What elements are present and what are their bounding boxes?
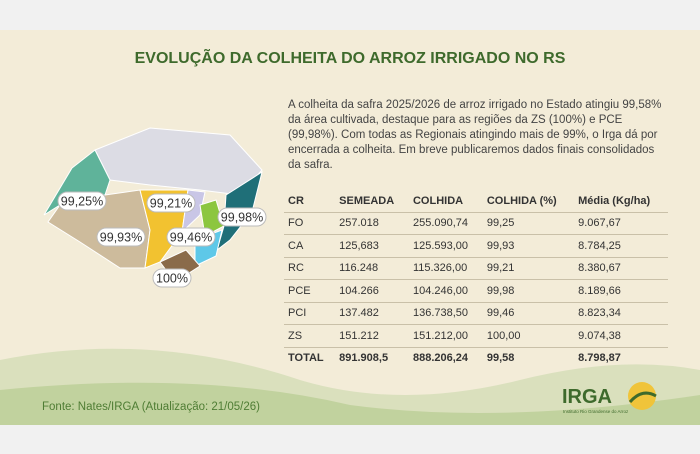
label-pill [217,207,267,227]
header-cell: SEMEADA [335,190,409,213]
cell: 99,58 [486,352,515,365]
cell: 9.074,38 [574,324,668,348]
cell: 8.798,87 [578,352,621,365]
cell: FO [284,212,336,235]
cell: 99,21 [482,257,575,280]
cell: TOTAL [288,352,324,365]
title: EVOLUÇÃO DA COLHEITA DO ARROZ IRRIGADO N… [134,50,566,67]
label-pill [152,268,192,288]
logo-icon [628,382,657,410]
cell: 8.189,66 [574,279,668,303]
cell: 99,98 [482,279,575,303]
cell: CA [284,234,336,258]
row: CA 125,683 125.593,00 99,93 8.784,25 [284,234,668,258]
label-pill [166,227,216,247]
header-cell: Média (Kg/ha) [574,190,668,213]
cell: 99,93 [482,234,575,258]
cell: 255.090,74 [408,212,483,235]
cell: ZS [284,324,336,348]
cell: 8.784,25 [574,234,668,258]
cell: 151.212,00 [408,324,483,348]
label-pill [146,193,196,213]
cell: 99,46 [482,302,575,325]
row: RC 116.248 115.326,00 99,21 8.380,67 [284,257,668,280]
cell: 9.067,67 [574,212,668,235]
cell: 136.738,50 [408,302,483,325]
map-label: 100% [156,272,188,286]
cell: 125.593,00 [408,234,483,258]
table: CR SEMEADA COLHIDA COLHIDA (%) Média (Kg/ha)… [284,190,668,369]
map-label: 99,98% [221,211,263,225]
row: TOTAL 891.908,5 888.206,24 99,58 8.798,87 [284,347,668,369]
cell: 888.206,24 [412,352,469,365]
cell: 8.380,67 [574,257,668,280]
map-label: 99,46% [170,231,212,245]
row: PCE 104.266 104.246,00 99,98 8.189,66 [284,279,668,303]
cell: PCE [284,279,336,303]
cell: 99,25 [482,212,575,235]
label-pill [96,227,146,247]
map-label: 99,21% [150,197,192,211]
header-cell: CR [284,190,336,213]
cell: 104.246,00 [408,279,483,303]
map-label: 99,25% [61,195,103,209]
cell: 8.823,34 [574,302,668,325]
cell: 125,683 [335,234,409,258]
cell: 100,00 [482,324,575,348]
cell: 137.482 [335,302,409,325]
row: ZS 151.212 151.212,00 100,00 9.074,38 [284,324,668,348]
row: PCI 137.482 136.738,50 99,46 8.823,34 [284,302,668,325]
cell: 257.018 [335,212,409,235]
logo-subtitle: Instituto Rio Grandense do Arroz [563,409,629,414]
cell: RC [284,257,336,280]
row: FO 257.018 255.090,74 99,25 9.067,67 [284,212,668,235]
cell: PCI [284,302,336,325]
map-label: 99,93% [100,231,142,245]
header-cell: COLHIDA (%) [482,190,575,213]
cell: 891.908,5 [339,352,389,365]
header-cell: COLHIDA [408,190,483,213]
cell: 115.326,00 [408,257,483,280]
footer: Fonte: Nates/IRGA (Atualização: 21/05/26… [42,401,260,413]
intro: A colheita da safra 2025/2026 de arroz i… [288,99,662,171]
logo-name: IRGA [562,386,612,408]
label-pill [57,191,107,211]
cell: 104.266 [335,279,409,303]
cell: 151.212 [335,324,409,348]
cell: 116.248 [335,257,409,280]
grass-hill [0,382,700,425]
